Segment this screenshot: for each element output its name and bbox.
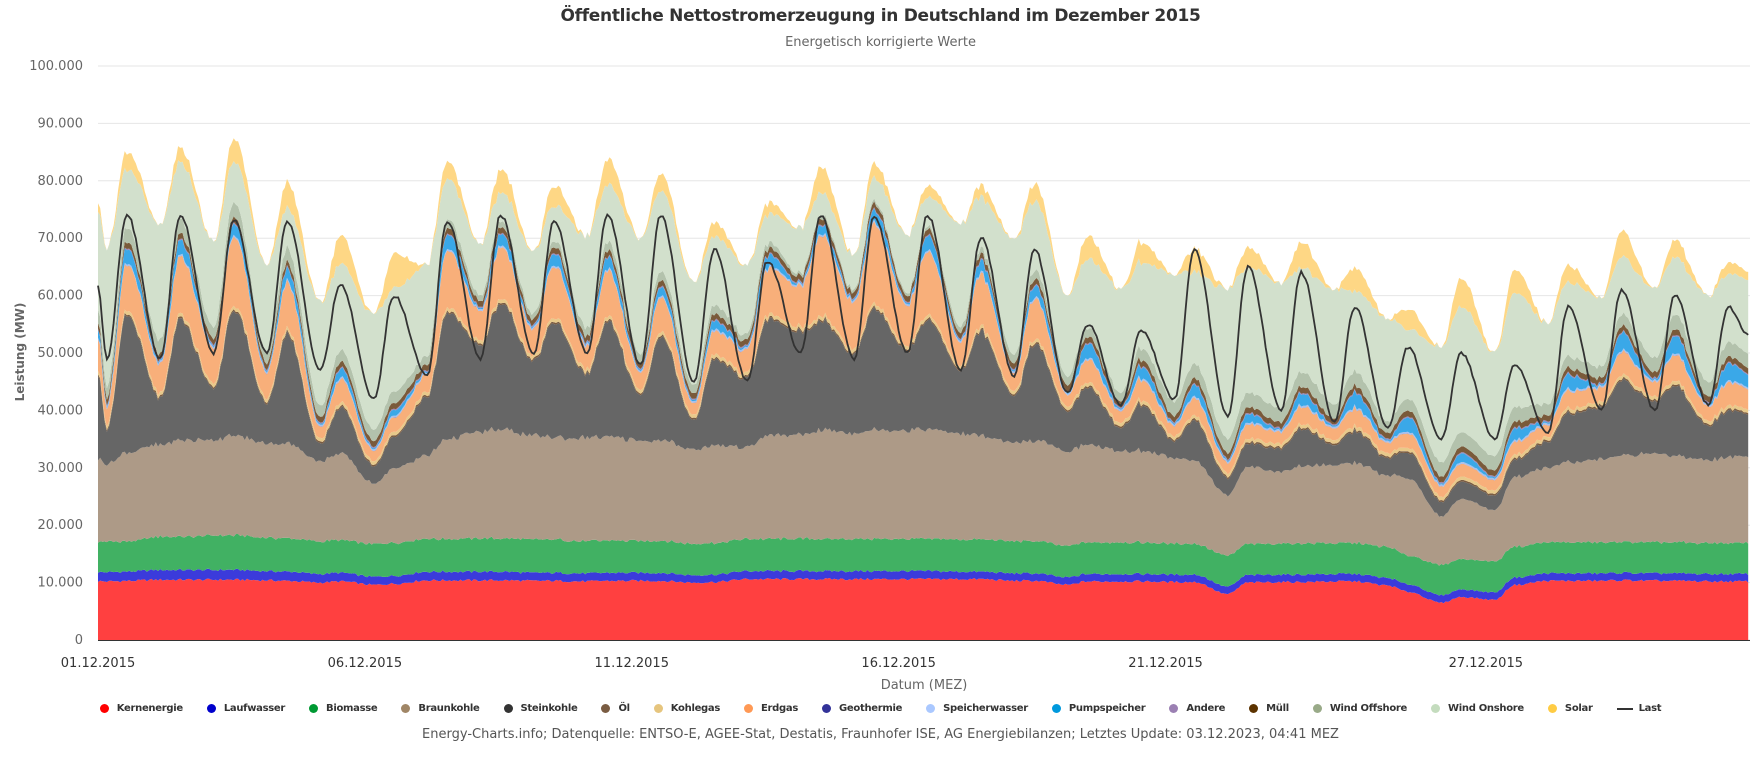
legend-dot-icon bbox=[601, 704, 611, 713]
legend-label: Andere bbox=[1186, 703, 1226, 714]
credits: Energy-Charts.info; Datenquelle: ENTSO-E… bbox=[422, 727, 1339, 742]
area-wind-offshore bbox=[98, 198, 1749, 477]
legend-item-speicherwasser[interactable]: Speicherwasser bbox=[926, 703, 1028, 714]
legend-label: Solar bbox=[1564, 703, 1593, 714]
legend-dot-icon bbox=[1547, 704, 1557, 713]
y-tick-label: 10.000 bbox=[38, 576, 84, 591]
legend-dot-icon bbox=[309, 704, 319, 713]
x-tick-label: 06.12.2015 bbox=[328, 656, 402, 671]
legend-dot-icon bbox=[401, 704, 411, 713]
area-solar bbox=[98, 138, 1749, 352]
legend-item-öl[interactable]: Öl bbox=[601, 703, 630, 714]
area-kernenergie bbox=[98, 578, 1749, 640]
legend-item-kernenergie[interactable]: Kernenergie bbox=[99, 703, 183, 714]
legend-item-laufwasser[interactable]: Laufwasser bbox=[206, 703, 286, 714]
x-axis-title: Datum (MEZ) bbox=[881, 678, 968, 693]
y-tick-label: 90.000 bbox=[38, 116, 84, 131]
legend-dot-icon bbox=[926, 704, 936, 713]
legend-dot-icon bbox=[503, 704, 513, 713]
legend-item-wind-onshore[interactable]: Wind Onshore bbox=[1431, 703, 1524, 714]
y-tick-label: 0 bbox=[75, 633, 83, 648]
y-tick-label: 60.000 bbox=[38, 289, 84, 304]
legend-label: Wind Offshore bbox=[1329, 703, 1408, 714]
legend-dot-icon bbox=[1431, 704, 1441, 713]
legend-label: Kernenergie bbox=[116, 703, 183, 714]
legend-dot-icon bbox=[1249, 704, 1259, 713]
legend-item-wind-offshore[interactable]: Wind Offshore bbox=[1312, 703, 1408, 714]
legend-dot-icon bbox=[1169, 704, 1179, 713]
legend-dot-icon bbox=[822, 704, 831, 713]
chart-subtitle: Energetisch korrigierte Werte bbox=[785, 35, 976, 50]
legend-label: Laufwasser bbox=[223, 703, 286, 714]
area-wind-onshore bbox=[98, 160, 1749, 463]
legend-item-braunkohle[interactable]: Braunkohle bbox=[401, 703, 480, 714]
legend-item-steinkohle[interactable]: Steinkohle bbox=[503, 703, 578, 714]
legend-label: Müll bbox=[1266, 703, 1289, 714]
legend: Kernenergie Laufwasser Biomasse Braunkohle S… bbox=[0, 703, 1761, 714]
y-axis-ticks: 0 10.000 20.000 30.000 40.000 50.000 60.000 70.… bbox=[29, 59, 83, 648]
legend-item-andere[interactable]: Andere bbox=[1169, 703, 1225, 714]
legend-label: Braunkohle bbox=[418, 703, 480, 714]
legend-item-solar[interactable]: Solar bbox=[1547, 703, 1593, 714]
legend-label: Öl bbox=[618, 703, 630, 714]
area-steinkohle bbox=[98, 304, 1749, 517]
legend-label: Pumpspeicher bbox=[1068, 703, 1146, 714]
area-biomasse bbox=[98, 534, 1749, 596]
legend-label: Wind Onshore bbox=[1448, 703, 1524, 714]
load-line-group bbox=[97, 213, 1749, 441]
series-line-last bbox=[97, 213, 1749, 441]
y-tick-label: 20.000 bbox=[38, 518, 84, 533]
x-tick-label: 21.12.2015 bbox=[1128, 656, 1202, 671]
y-tick-label: 30.000 bbox=[38, 461, 84, 476]
x-tick-label: 16.12.2015 bbox=[861, 656, 935, 671]
legend-item-erdgas[interactable]: Erdgas bbox=[744, 703, 798, 714]
legend-label: Erdgas bbox=[761, 703, 798, 714]
legend-dot-icon bbox=[744, 704, 754, 713]
legend-label: Geothermie bbox=[839, 703, 903, 714]
x-tick-label: 27.12.2015 bbox=[1449, 656, 1523, 671]
y-tick-label: 100.000 bbox=[29, 59, 83, 74]
legend-dot-icon bbox=[653, 704, 663, 713]
x-tick-label: 11.12.2015 bbox=[595, 656, 669, 671]
legend-label: Biomasse bbox=[326, 703, 378, 714]
legend-item-geothermie[interactable]: Geothermie bbox=[822, 703, 902, 714]
x-axis-ticks: 01.12.2015 06.12.2015 11.12.2015 16.12.2015… bbox=[61, 656, 1523, 671]
legend-item-kohlegas[interactable]: Kohlegas bbox=[653, 703, 721, 714]
area-laufwasser bbox=[98, 568, 1749, 604]
legend-dot-icon bbox=[206, 704, 216, 713]
legend-dot-icon bbox=[99, 704, 109, 713]
stacked-area-chart: 0 10.000 20.000 30.000 40.000 50.000 60.000 70.… bbox=[13, 59, 1750, 693]
legend-item-last[interactable]: Last bbox=[1616, 703, 1662, 714]
legend-item-pumpspeicher[interactable]: Pumpspeicher bbox=[1051, 703, 1146, 714]
legend-label: Kohlegas bbox=[670, 703, 721, 714]
x-tick-label: 01.12.2015 bbox=[61, 656, 135, 671]
y-tick-label: 40.000 bbox=[38, 403, 84, 418]
legend-line-icon bbox=[1616, 707, 1633, 710]
legend-label: Steinkohle bbox=[520, 703, 578, 714]
legend-item-biomasse[interactable]: Biomasse bbox=[309, 703, 378, 714]
area-erdgas bbox=[98, 221, 1749, 498]
legend-label: Last bbox=[1638, 703, 1662, 714]
legend-dot-icon bbox=[1312, 704, 1322, 713]
series-areas bbox=[98, 138, 1749, 640]
area-braunkohle bbox=[98, 427, 1749, 566]
legend-item-müll[interactable]: Müll bbox=[1249, 703, 1289, 714]
y-tick-label: 80.000 bbox=[38, 174, 84, 189]
legend-label: Speicherwasser bbox=[943, 703, 1028, 714]
legend-dot-icon bbox=[1051, 704, 1061, 713]
y-tick-label: 70.000 bbox=[38, 231, 84, 246]
chart-title: Öffentliche Nettostromerzeugung in Deuts… bbox=[560, 6, 1201, 26]
y-tick-label: 50.000 bbox=[38, 346, 84, 361]
y-axis-title: Leistung (MW) bbox=[13, 303, 27, 402]
